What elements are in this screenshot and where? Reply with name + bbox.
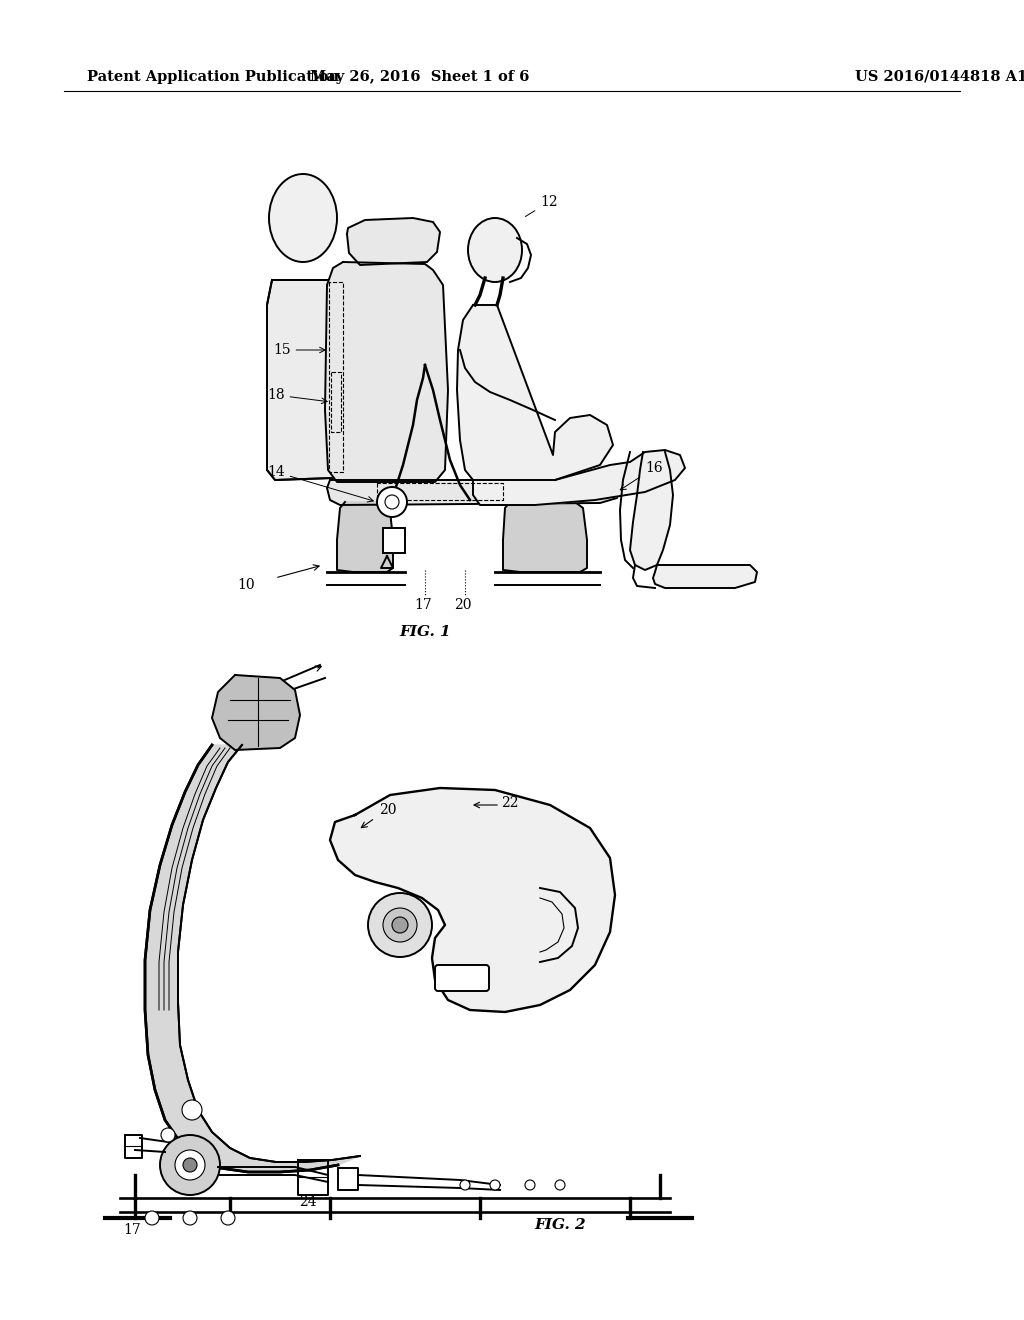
Text: 15: 15	[273, 343, 326, 356]
Polygon shape	[145, 744, 360, 1172]
Text: 10: 10	[237, 578, 255, 591]
Text: FIG. 2: FIG. 2	[535, 1218, 586, 1232]
Polygon shape	[473, 450, 685, 506]
Circle shape	[145, 1210, 159, 1225]
Circle shape	[377, 487, 407, 517]
Circle shape	[392, 917, 408, 933]
Polygon shape	[325, 261, 449, 482]
Polygon shape	[630, 451, 673, 570]
Polygon shape	[347, 218, 440, 265]
Circle shape	[368, 894, 432, 957]
Text: 16: 16	[621, 461, 663, 490]
Circle shape	[161, 1129, 175, 1142]
Circle shape	[183, 1158, 197, 1172]
Polygon shape	[267, 280, 343, 480]
Text: 17: 17	[123, 1224, 141, 1237]
Circle shape	[490, 1180, 500, 1191]
FancyBboxPatch shape	[435, 965, 489, 991]
Circle shape	[525, 1180, 535, 1191]
Text: FIG. 1: FIG. 1	[399, 624, 451, 639]
Polygon shape	[327, 480, 620, 506]
Circle shape	[460, 1180, 470, 1191]
Text: 17: 17	[414, 598, 432, 612]
Circle shape	[555, 1180, 565, 1191]
Text: 18: 18	[267, 388, 327, 404]
Ellipse shape	[269, 174, 337, 261]
Circle shape	[221, 1210, 234, 1225]
Text: May 26, 2016  Sheet 1 of 6: May 26, 2016 Sheet 1 of 6	[310, 70, 529, 84]
Text: 12: 12	[525, 195, 558, 216]
Circle shape	[182, 1100, 202, 1119]
Circle shape	[160, 1135, 220, 1195]
Text: US 2016/0144818 A1: US 2016/0144818 A1	[855, 70, 1024, 84]
Text: 20: 20	[455, 598, 472, 612]
Circle shape	[383, 908, 417, 942]
Polygon shape	[337, 502, 393, 572]
Text: 14: 14	[267, 465, 374, 502]
Text: 20: 20	[379, 803, 396, 817]
Polygon shape	[212, 675, 300, 750]
Ellipse shape	[468, 218, 522, 282]
Polygon shape	[330, 788, 615, 1012]
Text: 24: 24	[299, 1195, 316, 1209]
Bar	[383, 528, 406, 553]
Polygon shape	[457, 305, 613, 480]
Polygon shape	[503, 502, 587, 572]
Polygon shape	[653, 565, 757, 587]
Circle shape	[183, 1210, 197, 1225]
Circle shape	[175, 1150, 205, 1180]
Text: Patent Application Publication: Patent Application Publication	[87, 70, 339, 84]
Text: 22: 22	[502, 796, 519, 810]
